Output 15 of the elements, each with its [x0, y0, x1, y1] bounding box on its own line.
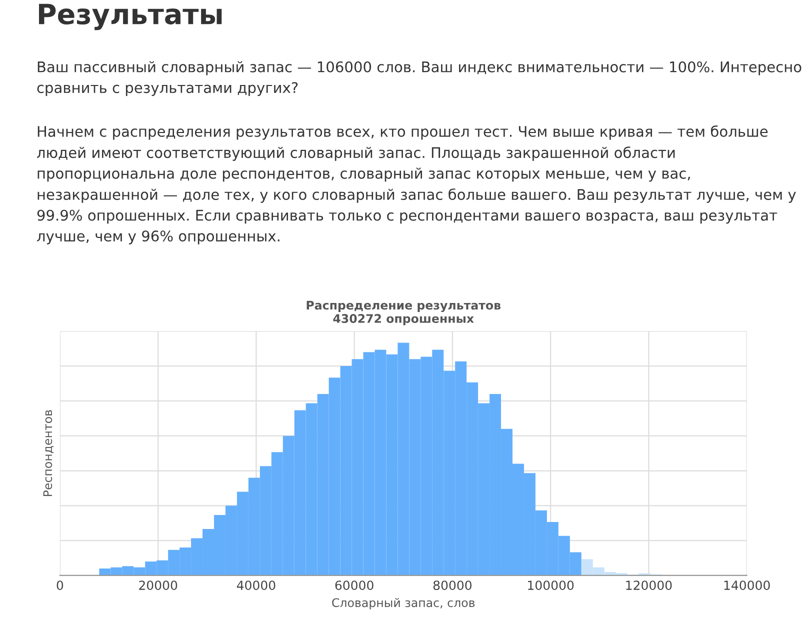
- x-tick-label: 0: [56, 580, 64, 590]
- x-tick-label: 140000: [724, 580, 770, 590]
- text: Результаты: [39, 4, 222, 30]
- text: Начнем с распределения результатов всех, кто прошел тест. Чем выше кривая — тем больше людей имеют соответствующий словарный запас. Площадь закрашенной области пропорциональна доле респондентов, словарный запас которых меньше, чем у вас, незакрашенной — доле тех, у кого словарный запас больше вашего. Ваш результат лучше, чем у 99.9% опрошенных. Если сравнивать только с респондентами вашего возраста, ваш результат лучше, чем у 96% опрошенных.: [36, 125, 796, 244]
- text: Ваш пассивный словарный запас — 106000 слов. Ваш индекс внимательности — 100%. Интересно сравнить с результатами других?: [37, 61, 802, 96]
- x-tick-label: 20000: [139, 580, 178, 590]
- x-tick-label: 100000: [528, 580, 574, 590]
- x-tick-label: 40000: [236, 580, 276, 590]
- x-tick-label: 60000: [335, 580, 374, 590]
- chart-subtitle: 430272 опрошенных: [333, 314, 474, 326]
- x-tick-label: 120000: [626, 580, 672, 590]
- x-axis-title: Словарный запас, слов: [332, 598, 475, 610]
- y-axis-title: Респондентов: [43, 410, 54, 496]
- x-tick-label: 80000: [433, 580, 472, 590]
- chart-title: Распределение результатов: [306, 300, 501, 312]
